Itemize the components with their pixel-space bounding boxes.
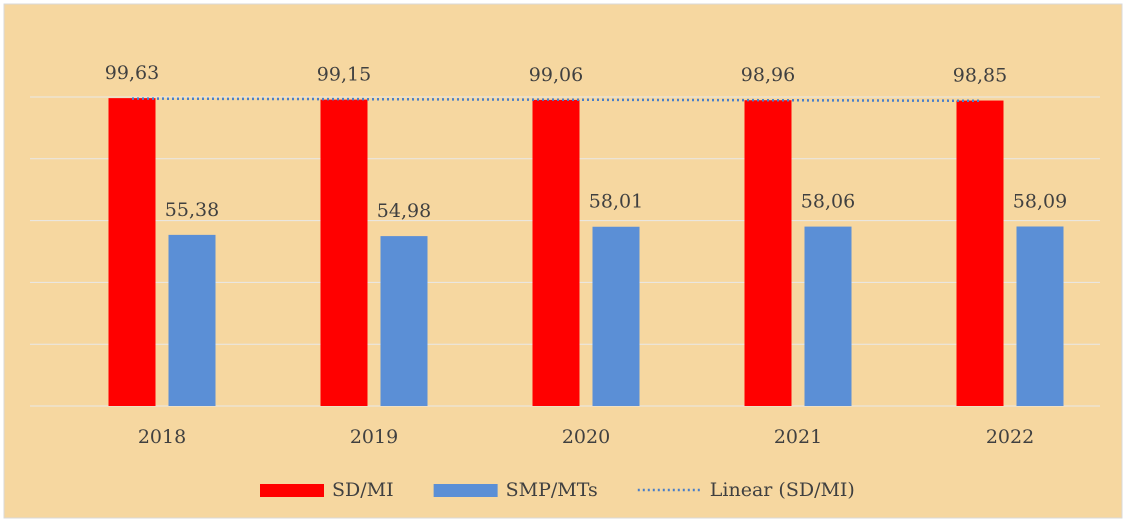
bar [532, 99, 580, 406]
data-label: 58,06 [801, 191, 855, 213]
data-label: 58,09 [1013, 191, 1067, 213]
data-label: 55,38 [165, 199, 219, 221]
bar [744, 100, 792, 407]
trend-line [131, 97, 981, 103]
data-label: 54,98 [377, 200, 431, 222]
x-tick-label: 2020 [562, 426, 610, 448]
bar [380, 236, 428, 406]
x-tick-label: 2022 [986, 426, 1034, 448]
legend-label: SMP/MTs [506, 479, 598, 501]
data-label: 99,15 [317, 64, 371, 86]
x-tick-label: 2021 [774, 426, 822, 448]
data-label: 99,06 [529, 64, 583, 86]
bar [168, 234, 216, 406]
x-tick-label: 2019 [350, 426, 398, 448]
legend-label: Linear (SD/MI) [710, 479, 855, 501]
legend-swatch [260, 484, 324, 497]
bar [956, 100, 1004, 406]
bar [108, 98, 156, 406]
legend-label: SD/MI [332, 479, 394, 501]
data-label: 99,63 [105, 62, 159, 84]
bar [804, 226, 852, 406]
bar [320, 99, 368, 407]
bar [1016, 226, 1064, 406]
data-label: 98,96 [741, 64, 795, 86]
legend-swatch [433, 484, 498, 497]
data-label: 58,01 [589, 191, 643, 213]
x-tick-label: 2018 [138, 426, 186, 448]
data-label: 98,85 [953, 65, 1007, 87]
bar [592, 226, 640, 406]
